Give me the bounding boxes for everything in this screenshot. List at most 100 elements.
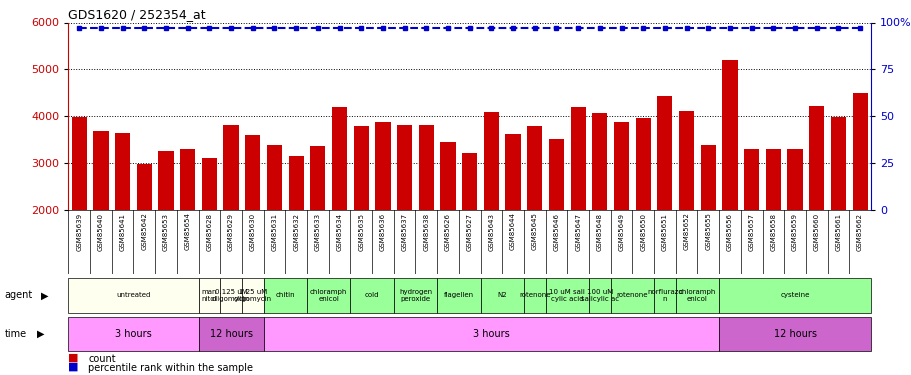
- Bar: [653, 278, 675, 313]
- Text: GSM85654: GSM85654: [185, 213, 190, 250]
- Text: 10 uM sali
cylic acid: 10 uM sali cylic acid: [548, 289, 585, 302]
- Text: GSM85641: GSM85641: [119, 213, 126, 250]
- Bar: [719, 317, 870, 351]
- Bar: [263, 278, 307, 313]
- Bar: [765, 148, 780, 304]
- Bar: [589, 278, 610, 313]
- Bar: [722, 60, 737, 304]
- Bar: [310, 146, 325, 304]
- Bar: [93, 131, 108, 304]
- Text: flagellen: flagellen: [444, 292, 474, 298]
- Bar: [220, 278, 241, 313]
- Bar: [72, 117, 87, 304]
- Bar: [159, 151, 173, 304]
- Bar: [375, 122, 390, 304]
- Bar: [201, 158, 217, 304]
- Text: GSM85656: GSM85656: [726, 213, 732, 250]
- Bar: [394, 278, 436, 313]
- Bar: [263, 317, 719, 351]
- Bar: [462, 153, 476, 304]
- Text: GSM85644: GSM85644: [509, 213, 516, 250]
- Text: rotenone: rotenone: [616, 292, 648, 298]
- Bar: [480, 278, 523, 313]
- Text: GSM85630: GSM85630: [250, 213, 255, 250]
- Bar: [267, 146, 281, 304]
- Text: GSM85662: GSM85662: [856, 213, 862, 250]
- Text: 0.125 uM
oligomycin: 0.125 uM oligomycin: [211, 289, 250, 302]
- Bar: [68, 278, 199, 313]
- Bar: [719, 278, 870, 313]
- Bar: [440, 142, 456, 304]
- Text: GSM85659: GSM85659: [791, 213, 797, 250]
- Text: GSM85646: GSM85646: [553, 213, 558, 250]
- Text: GSM85639: GSM85639: [77, 213, 82, 250]
- Text: ■: ■: [68, 362, 79, 372]
- Bar: [830, 117, 845, 304]
- Text: 1.25 uM
oligomycin: 1.25 uM oligomycin: [233, 289, 271, 302]
- Text: chitin: chitin: [275, 292, 295, 298]
- Text: GSM85657: GSM85657: [748, 213, 753, 250]
- Bar: [241, 278, 263, 313]
- Bar: [179, 148, 195, 304]
- Bar: [852, 93, 866, 304]
- Text: man
nitol: man nitol: [201, 289, 217, 302]
- Text: ▶: ▶: [36, 329, 44, 339]
- Text: 3 hours: 3 hours: [473, 329, 509, 339]
- Text: GSM85633: GSM85633: [314, 213, 321, 250]
- Bar: [418, 124, 434, 304]
- Bar: [610, 278, 653, 313]
- Bar: [591, 113, 607, 304]
- Text: chloramph
enicol: chloramph enicol: [678, 289, 715, 302]
- Text: GSM85634: GSM85634: [336, 213, 343, 250]
- Bar: [223, 125, 239, 304]
- Bar: [115, 133, 130, 304]
- Text: GSM85653: GSM85653: [163, 213, 169, 250]
- Text: GSM85643: GSM85643: [487, 213, 494, 250]
- Text: 12 hours: 12 hours: [210, 329, 252, 339]
- Bar: [743, 148, 759, 304]
- Text: time: time: [5, 329, 26, 339]
- Bar: [307, 278, 350, 313]
- Bar: [675, 278, 719, 313]
- Text: cysteine: cysteine: [780, 292, 809, 298]
- Text: ■: ■: [68, 352, 79, 363]
- Text: GSM85650: GSM85650: [640, 213, 646, 250]
- Bar: [199, 278, 220, 313]
- Text: GSM85642: GSM85642: [141, 213, 148, 250]
- Text: rotenone: rotenone: [518, 292, 550, 298]
- Bar: [613, 122, 629, 304]
- Text: count: count: [88, 354, 116, 364]
- Text: GSM85640: GSM85640: [97, 213, 104, 250]
- Text: GSM85647: GSM85647: [575, 213, 580, 250]
- Bar: [505, 134, 520, 304]
- Text: percentile rank within the sample: percentile rank within the sample: [88, 363, 253, 373]
- Text: GSM85645: GSM85645: [531, 213, 537, 250]
- Bar: [199, 317, 263, 351]
- Text: norflurazo
n: norflurazo n: [647, 289, 682, 302]
- Text: GSM85637: GSM85637: [401, 213, 407, 250]
- Bar: [570, 107, 585, 304]
- Text: GSM85626: GSM85626: [445, 213, 451, 250]
- Text: GSM85652: GSM85652: [683, 213, 689, 250]
- Text: GSM85632: GSM85632: [292, 213, 299, 250]
- Bar: [288, 156, 303, 304]
- Text: GSM85655: GSM85655: [704, 213, 711, 250]
- Text: GDS1620 / 252354_at: GDS1620 / 252354_at: [68, 8, 206, 21]
- Bar: [436, 278, 480, 313]
- Text: GSM85631: GSM85631: [271, 213, 277, 250]
- Bar: [548, 139, 563, 304]
- Text: GSM85635: GSM85635: [358, 213, 363, 250]
- Text: GSM85636: GSM85636: [380, 213, 385, 250]
- Text: GSM85628: GSM85628: [206, 213, 212, 250]
- Bar: [635, 118, 650, 304]
- Bar: [786, 148, 802, 304]
- Text: GSM85649: GSM85649: [618, 213, 624, 250]
- Text: N2: N2: [496, 292, 507, 298]
- Bar: [332, 107, 347, 304]
- Text: GSM85658: GSM85658: [770, 213, 775, 250]
- Bar: [396, 124, 412, 304]
- Text: GSM85660: GSM85660: [813, 213, 819, 250]
- Text: untreated: untreated: [117, 292, 150, 298]
- Bar: [353, 126, 368, 304]
- Text: 100 uM
salicylic ac: 100 uM salicylic ac: [580, 289, 619, 302]
